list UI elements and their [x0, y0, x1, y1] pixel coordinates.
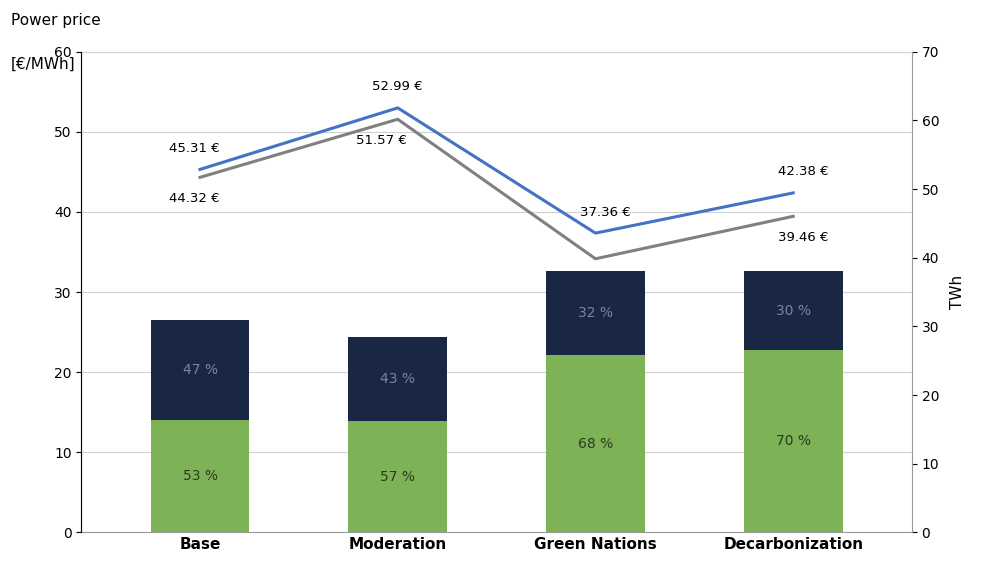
Text: 47 %: 47 %: [183, 362, 217, 377]
Bar: [546, 355, 645, 533]
Text: 30 %: 30 %: [776, 304, 811, 318]
Bar: [546, 271, 645, 355]
Text: [€/MWh]: [€/MWh]: [11, 56, 76, 72]
Text: 34.16 €: 34.16 €: [580, 273, 630, 286]
Bar: [150, 320, 249, 419]
Bar: [349, 337, 447, 421]
Text: 42.38 €: 42.38 €: [778, 166, 829, 179]
Text: Power price: Power price: [11, 13, 100, 28]
Y-axis label: TWh: TWh: [951, 275, 965, 309]
Bar: [743, 271, 843, 350]
Text: 39.46 €: 39.46 €: [778, 230, 829, 244]
Text: 37.36 €: 37.36 €: [580, 206, 630, 218]
Text: 68 %: 68 %: [577, 437, 613, 451]
Text: 45.31 €: 45.31 €: [169, 142, 219, 155]
Text: 51.57 €: 51.57 €: [356, 134, 408, 147]
Text: 57 %: 57 %: [380, 469, 415, 484]
Text: 52.99 €: 52.99 €: [372, 80, 423, 93]
Text: 53 %: 53 %: [183, 469, 217, 483]
Text: 44.32 €: 44.32 €: [169, 192, 219, 205]
Bar: [743, 350, 843, 533]
Bar: [150, 419, 249, 533]
Bar: [349, 421, 447, 533]
Text: 43 %: 43 %: [380, 372, 415, 386]
Text: 70 %: 70 %: [776, 434, 811, 448]
Text: 32 %: 32 %: [578, 306, 613, 320]
